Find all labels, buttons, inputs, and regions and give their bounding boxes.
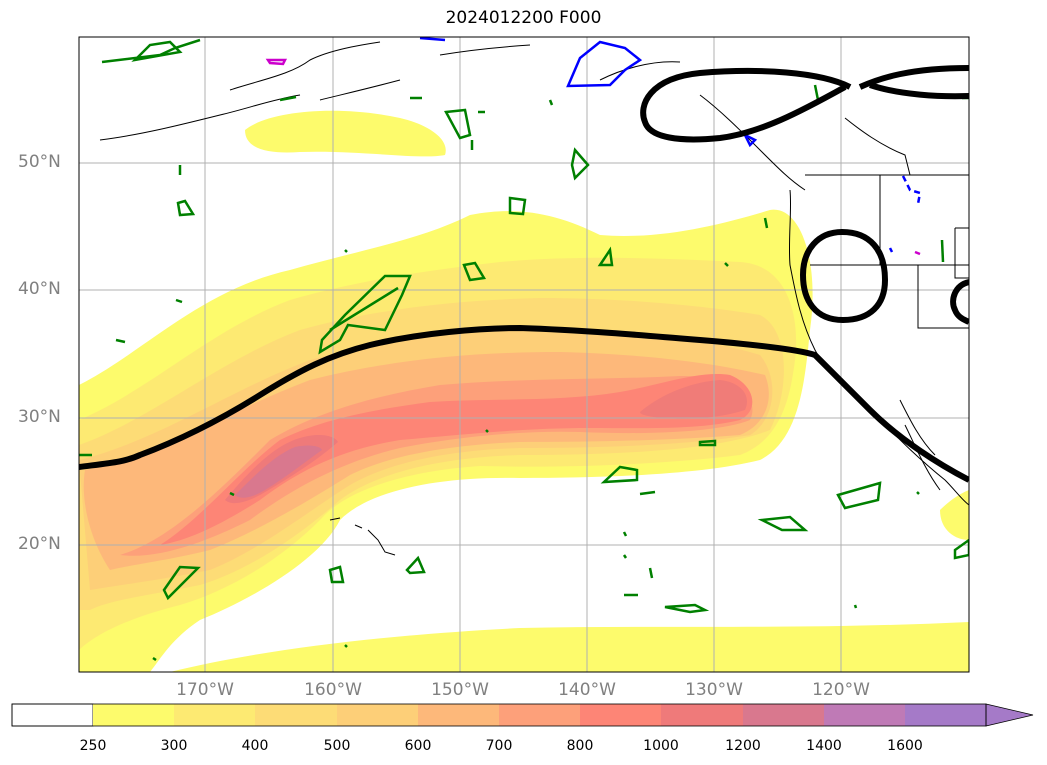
lat-label-30: 30°N: [18, 407, 61, 427]
northern-branch: [858, 65, 969, 90]
northern-branch-2: [869, 82, 969, 100]
blue-contours: [419, 37, 922, 253]
magenta-contours: [265, 58, 921, 256]
mexico-coast: [899, 399, 941, 491]
lon-label-170w: 170°W: [176, 680, 234, 700]
ivt-band-800: [160, 373, 753, 545]
colorbar-label-250: 250: [79, 738, 107, 754]
colorbar-label-500: 500: [323, 738, 351, 754]
ivt-band-1200: [235, 445, 322, 498]
map-frame: [78, 36, 970, 673]
ivt-band-250-se: [940, 490, 969, 540]
thick-black-contours: [79, 65, 969, 483]
northern-loop: [640, 67, 852, 143]
map-title: 2024012200 F000: [445, 8, 602, 28]
colorbar-label-800: 800: [566, 738, 594, 754]
colorbar-label-1400: 1400: [806, 738, 842, 754]
lon-label-130w: 130°W: [685, 680, 743, 700]
colorbar-label-1200: 1200: [725, 738, 761, 754]
lat-label-20: 20°N: [18, 534, 61, 554]
ivt-band-250-north: [245, 110, 446, 157]
hawaii-islands: [329, 517, 396, 556]
lon-label-160w: 160°W: [304, 680, 362, 700]
colorbar-label-300: 300: [160, 738, 188, 754]
california-circle: [799, 228, 889, 324]
lat-label-40: 40°N: [18, 279, 61, 299]
main-ar-contour: [79, 324, 969, 483]
green-contours: [79, 38, 969, 662]
coastlines: [99, 41, 969, 556]
ivt-band-1000-b: [640, 380, 748, 419]
ivt-shading: [79, 110, 969, 672]
colorbar-label-400: 400: [241, 738, 269, 754]
colorbar-label-1600: 1600: [887, 738, 923, 754]
colorbar: [11, 703, 1034, 727]
colorbar-label-600: 600: [404, 738, 432, 754]
us-states: [805, 174, 969, 329]
lat-label-50: 50°N: [18, 152, 61, 172]
map-area: [79, 37, 969, 672]
colorbar-label-1000: 1000: [643, 738, 679, 754]
ivt-band-250-south: [170, 622, 969, 672]
lon-label-120w: 120°W: [812, 680, 870, 700]
east-partial-circle: [950, 279, 969, 325]
mainland-border: [844, 117, 911, 176]
lon-label-140w: 140°W: [558, 680, 616, 700]
colorbar-label-700: 700: [485, 738, 513, 754]
lon-label-150w: 150°W: [431, 680, 489, 700]
alaska-coast: [99, 41, 806, 191]
